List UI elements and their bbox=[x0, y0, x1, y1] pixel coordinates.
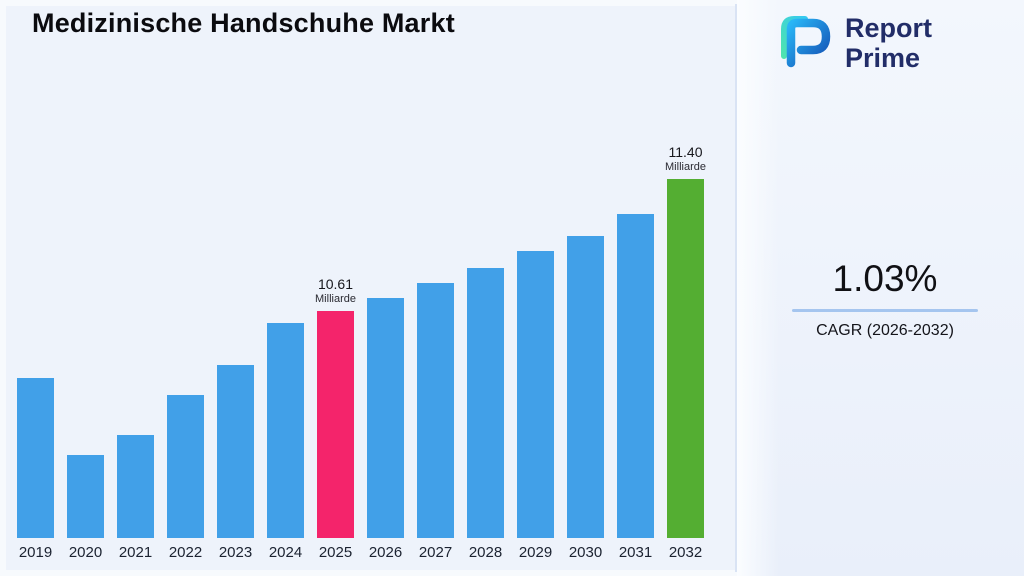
cagr-label: CAGR (2026-2032) bbox=[816, 322, 954, 339]
bar-column: 2028 bbox=[467, 268, 504, 564]
x-tick-label: 2030 bbox=[568, 544, 603, 561]
x-tick-label: 2020 bbox=[68, 544, 103, 561]
bar-value-label: 10.61 bbox=[317, 275, 354, 292]
bar-column: 11.40 Milliarde 2032 bbox=[665, 143, 706, 564]
bar-2031 bbox=[617, 214, 654, 538]
bar-column: 2019 bbox=[17, 378, 54, 564]
brand-logo: Report Prime bbox=[777, 12, 932, 75]
report-prime-logo-icon bbox=[777, 12, 835, 75]
bar-2027 bbox=[417, 283, 454, 538]
bar-2026 bbox=[367, 298, 404, 538]
bar-value-label: 11.40 bbox=[668, 143, 703, 160]
right-panel: Report Prime 1.03% CAGR (2026-2032) bbox=[737, 0, 1024, 576]
bar-unit-label: Milliarde bbox=[315, 292, 356, 305]
bar-chart: 2019 2020 2021 2022 2023 2024 10.61 Milliarde 20… bbox=[17, 143, 706, 564]
bar-2019 bbox=[17, 378, 54, 538]
x-tick-label: 2021 bbox=[118, 544, 153, 561]
cagr-block: 1.03% CAGR (2026-2032) bbox=[792, 258, 978, 340]
bar-column: 2020 bbox=[67, 455, 104, 564]
bar-column: 2026 bbox=[367, 298, 404, 564]
x-tick-label: 2026 bbox=[368, 544, 403, 561]
brand-word-report: Report bbox=[845, 13, 932, 44]
bar-2020 bbox=[67, 455, 104, 538]
bar-2030 bbox=[567, 236, 604, 538]
bar-column: 2030 bbox=[567, 236, 604, 564]
bar-2025 bbox=[317, 311, 354, 538]
x-tick-label: 2029 bbox=[518, 544, 553, 561]
bar-2022 bbox=[167, 395, 204, 538]
bar-2029 bbox=[517, 251, 554, 538]
bar-column: 2027 bbox=[417, 283, 454, 564]
bar-unit-label: Milliarde bbox=[665, 160, 706, 173]
bar-2023 bbox=[217, 365, 254, 538]
x-tick-label: 2024 bbox=[268, 544, 303, 561]
bar-annotation: 10.61 Milliarde bbox=[315, 275, 356, 306]
page-title: Medizinische Handschuhe Markt bbox=[32, 8, 455, 38]
bar-annotation: 11.40 Milliarde bbox=[665, 143, 706, 174]
bar-column: 2031 bbox=[617, 214, 654, 564]
bar-2028 bbox=[467, 268, 504, 538]
brand-word-prime: Prime bbox=[845, 42, 921, 73]
x-tick-label: 2028 bbox=[468, 544, 503, 561]
bar-column: 2029 bbox=[517, 251, 554, 564]
x-tick-label: 2032 bbox=[668, 544, 703, 561]
brand-name: Report Prime bbox=[845, 14, 932, 72]
cagr-underline bbox=[792, 309, 978, 312]
bar-2024 bbox=[267, 323, 304, 538]
x-tick-label: 2019 bbox=[18, 544, 53, 561]
x-tick-label: 2023 bbox=[218, 544, 253, 561]
x-tick-label: 2022 bbox=[168, 544, 203, 561]
x-tick-label: 2025 bbox=[318, 544, 353, 561]
x-tick-label: 2027 bbox=[418, 544, 453, 561]
bar-column: 2024 bbox=[267, 323, 304, 564]
bar-column: 10.61 Milliarde 2025 bbox=[315, 275, 356, 564]
x-tick-label: 2031 bbox=[618, 544, 653, 561]
bar-2021 bbox=[117, 435, 154, 538]
bar-column: 2021 bbox=[117, 435, 154, 564]
bar-2032 bbox=[667, 179, 704, 538]
bar-column: 2023 bbox=[217, 365, 254, 564]
bar-column: 2022 bbox=[167, 395, 204, 564]
cagr-value: 1.03% bbox=[832, 258, 938, 299]
panel-divider bbox=[735, 4, 737, 572]
